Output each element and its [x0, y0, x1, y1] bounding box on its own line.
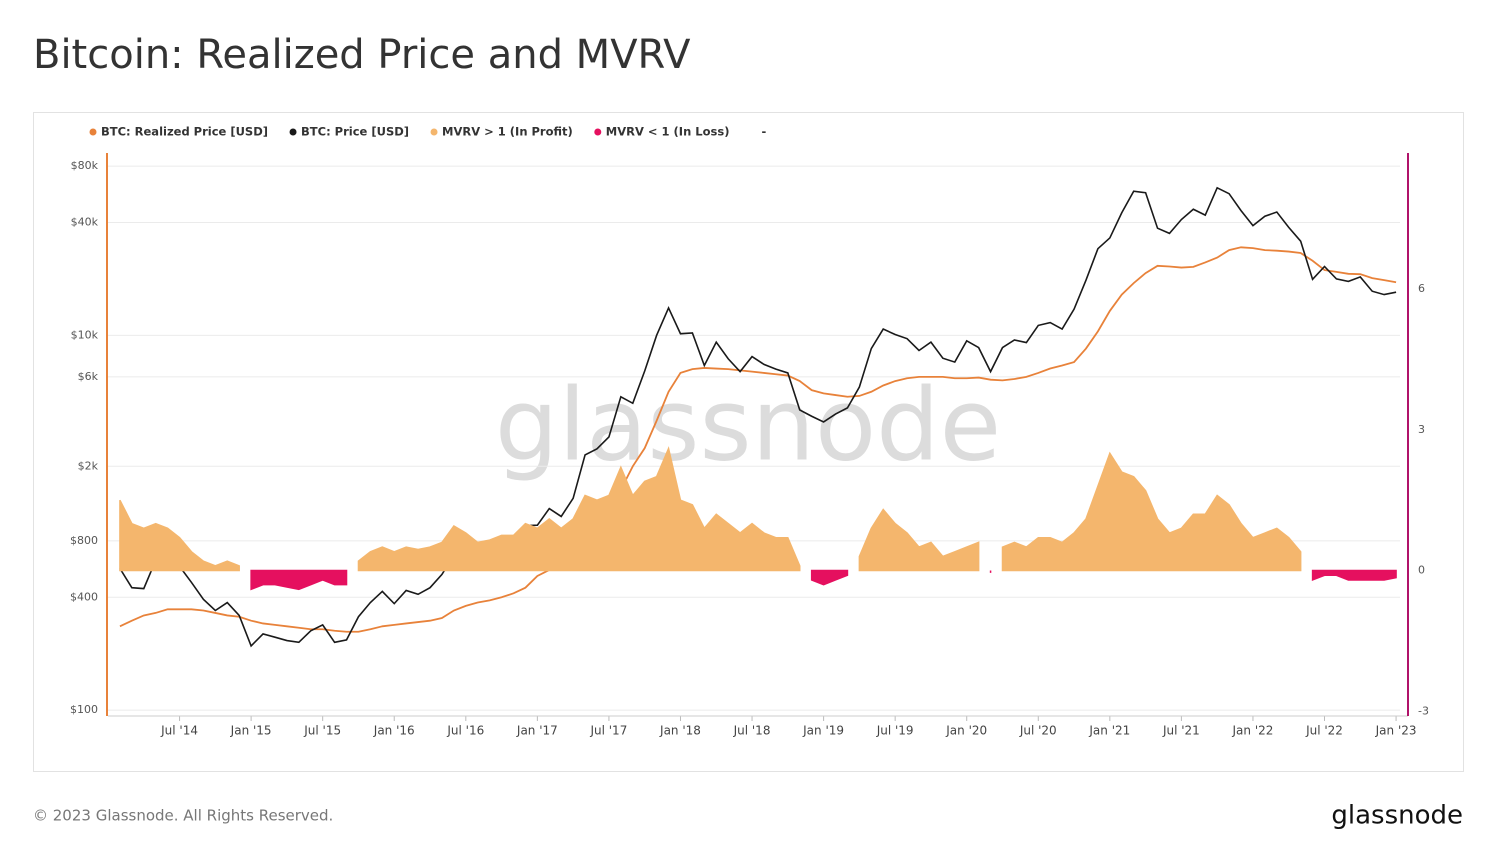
legend-label: BTC: Price [USD]	[301, 125, 409, 139]
x-tick-label: Jul '21	[1162, 724, 1200, 738]
x-tick-label: Jul '15	[303, 724, 341, 738]
y-tick-label: $6k	[78, 370, 99, 383]
watermark: glassnode	[495, 366, 1001, 483]
x-tick-label: Jan '19	[802, 724, 844, 738]
x-tick-label: Jul '17	[589, 724, 627, 738]
x-tick-label: Jan '20	[945, 724, 987, 738]
legend-label: BTC: Realized Price [USD]	[101, 125, 268, 139]
y2-tick-label: 3	[1418, 423, 1425, 436]
x-tick-label: Jan '16	[373, 724, 415, 738]
chart-title: Bitcoin: Realized Price and MVRV	[33, 32, 691, 78]
y-tick-label: $2k	[78, 459, 99, 472]
y-tick-label: $80k	[71, 159, 99, 172]
x-tick-label: Jul '14	[160, 724, 198, 738]
y-tick-label: $800	[70, 534, 98, 547]
x-tick-label: Jan '17	[516, 724, 558, 738]
y-tick-label: $400	[70, 590, 98, 603]
x-tick-label: Jan '15	[230, 724, 272, 738]
footer: © 2023 Glassnode. All Rights Reserved.	[33, 807, 333, 825]
x-tick-label: Jul '19	[876, 724, 914, 738]
x-tick-label: Jan '22	[1232, 724, 1274, 738]
y-tick-label: $100	[70, 703, 98, 716]
price-line	[119, 246, 1397, 633]
x-tick-label: Jan '23	[1375, 724, 1417, 738]
y2-tick-label: 6	[1418, 282, 1425, 295]
legend-label: -	[761, 125, 766, 139]
y-tick-label: $10k	[71, 328, 99, 341]
y2-tick-label: -3	[1418, 704, 1429, 717]
x-tick-label: Jul '22	[1305, 724, 1343, 738]
x-tick-label: Jul '16	[446, 724, 484, 738]
price-line	[119, 186, 1397, 648]
legend-swatch	[594, 128, 602, 136]
legend-swatch	[430, 128, 438, 136]
x-tick-label: Jul '20	[1019, 724, 1057, 738]
y2-tick-label: 0	[1418, 564, 1425, 577]
legend-label: MVRV > 1 (In Profit)	[442, 125, 573, 139]
legend-label: MVRV < 1 (In Loss)	[606, 125, 730, 139]
logo: glassnode	[1331, 801, 1463, 831]
legend-swatch	[289, 128, 297, 136]
y-tick-label: $40k	[71, 216, 99, 229]
x-tick-label: Jan '21	[1088, 724, 1130, 738]
legend-swatch	[89, 128, 97, 136]
mvrv-area	[250, 569, 1397, 591]
x-tick-label: Jul '18	[733, 724, 771, 738]
x-tick-label: Jan '18	[659, 724, 701, 738]
mvrv-area	[119, 446, 1302, 572]
